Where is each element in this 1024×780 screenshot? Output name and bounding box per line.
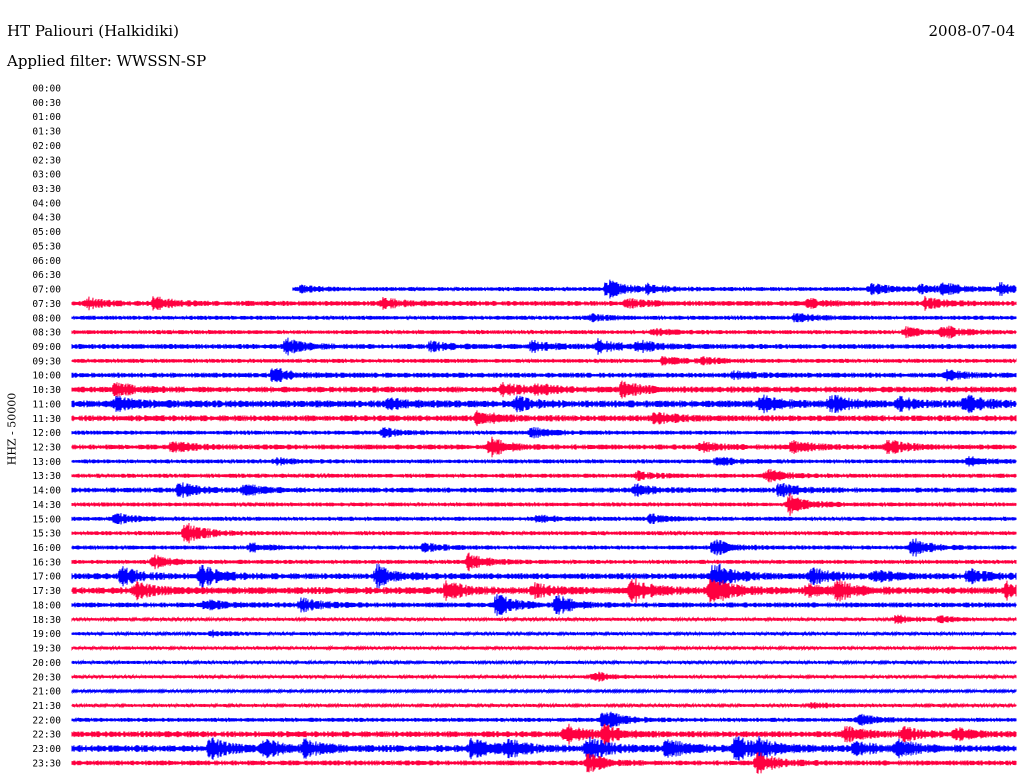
seismogram-trace [71,629,1017,638]
seismogram-trace [71,687,1017,695]
seismogram-trace [71,578,1017,603]
time-tick-label: 17:30 [32,586,61,597]
time-tick-label: 07:30 [32,299,61,310]
seismogram-trace [71,723,1017,745]
seismogram-trace [71,538,1017,557]
time-tick-label: 13:00 [32,457,61,468]
seismogram-trace [71,644,1017,652]
seismogram-trace [71,356,1017,366]
time-tick-label: 14:30 [32,500,61,511]
station-title: HT Paliouri (Halkidiki) [7,22,179,40]
time-tick-label: 12:00 [32,428,61,439]
time-tick-labels: 00:00 00:30 01:00 01:30 02:00 02:30 03:00 03:30… [32,84,61,770]
time-tick-label: 12:30 [32,443,61,454]
seismogram-trace [71,469,1017,483]
seismogram-trace [71,522,1017,544]
time-tick-label: 18:30 [32,615,61,626]
time-tick-label: 11:00 [32,399,61,410]
time-tick-label: 10:30 [32,385,61,396]
time-tick-label: 09:30 [32,356,61,367]
seismogram-trace [71,296,1017,311]
time-tick-label: 19:30 [32,644,61,655]
seismogram-trace [71,394,1017,414]
seismogram-trace [71,456,1017,467]
time-tick-label: 23:30 [32,758,61,769]
seismogram-traces [71,279,1017,774]
time-tick-label: 22:00 [32,715,61,726]
time-tick-label: 23:00 [32,744,61,755]
time-tick-label: 17:00 [32,572,61,583]
seismogram-trace [71,614,1017,624]
seismogram-trace [71,368,1017,383]
time-tick-label: 10:00 [32,371,61,382]
time-tick-label: 11:30 [32,414,61,425]
time-tick-label: 21:00 [32,687,61,698]
seismogram-trace [71,492,1017,516]
time-tick-label: 15:30 [32,529,61,540]
seismogram-trace [71,671,1017,682]
time-tick-label: 00:00 [32,84,61,95]
time-tick-label: 05:30 [32,241,61,252]
time-tick-label: 08:00 [32,313,61,324]
seismogram-trace [71,594,1017,616]
seismogram-trace [71,752,1017,774]
time-tick-label: 06:00 [32,256,61,267]
time-tick-label: 18:00 [32,600,61,611]
time-tick-label: 08:30 [32,328,61,339]
time-tick-label: 13:30 [32,471,61,482]
time-tick-label: 15:00 [32,514,61,525]
recording-date: 2008-07-04 [928,22,1015,40]
time-tick-label: 20:30 [32,672,61,683]
seismogram-trace [71,659,1017,666]
seismogram-trace [71,552,1017,572]
time-tick-label: 06:30 [32,270,61,281]
time-tick-label: 20:00 [32,658,61,669]
seismogram-trace [292,279,1017,299]
seismogram-trace [71,410,1017,427]
seismogram-trace [71,563,1017,589]
seismogram-trace [71,313,1017,323]
seismogram-trace [71,513,1017,525]
time-tick-label: 04:00 [32,198,61,209]
time-tick-label: 01:30 [32,127,61,138]
time-tick-label: 00:30 [32,98,61,109]
time-tick-label: 05:00 [32,227,61,238]
time-tick-label: 02:30 [32,155,61,166]
seismogram-trace [71,426,1017,439]
time-tick-label: 14:00 [32,486,61,497]
seismogram-trace [71,482,1017,498]
seismogram-trace [71,711,1017,729]
time-tick-label: 21:30 [32,701,61,712]
time-tick-label: 07:00 [32,285,61,296]
seismogram-trace [71,337,1017,356]
filter-label: Applied filter: WWSSN-SP [7,52,207,70]
time-tick-label: 04:30 [32,213,61,224]
time-tick-label: 03:00 [32,170,61,181]
time-tick-label: 02:00 [32,141,61,152]
time-tick-label: 03:30 [32,184,61,195]
time-tick-label: 16:00 [32,543,61,554]
seismogram-trace [71,735,1017,762]
seismogram-trace [71,325,1017,339]
seismogram-trace [71,436,1017,458]
seismogram-trace [71,380,1017,399]
time-tick-label: 01:00 [32,112,61,123]
seismogram-trace [71,702,1017,709]
time-tick-label: 16:30 [32,557,61,568]
time-tick-label: 22:30 [32,730,61,741]
time-tick-label: 09:00 [32,342,61,353]
time-tick-label: 19:00 [32,629,61,640]
